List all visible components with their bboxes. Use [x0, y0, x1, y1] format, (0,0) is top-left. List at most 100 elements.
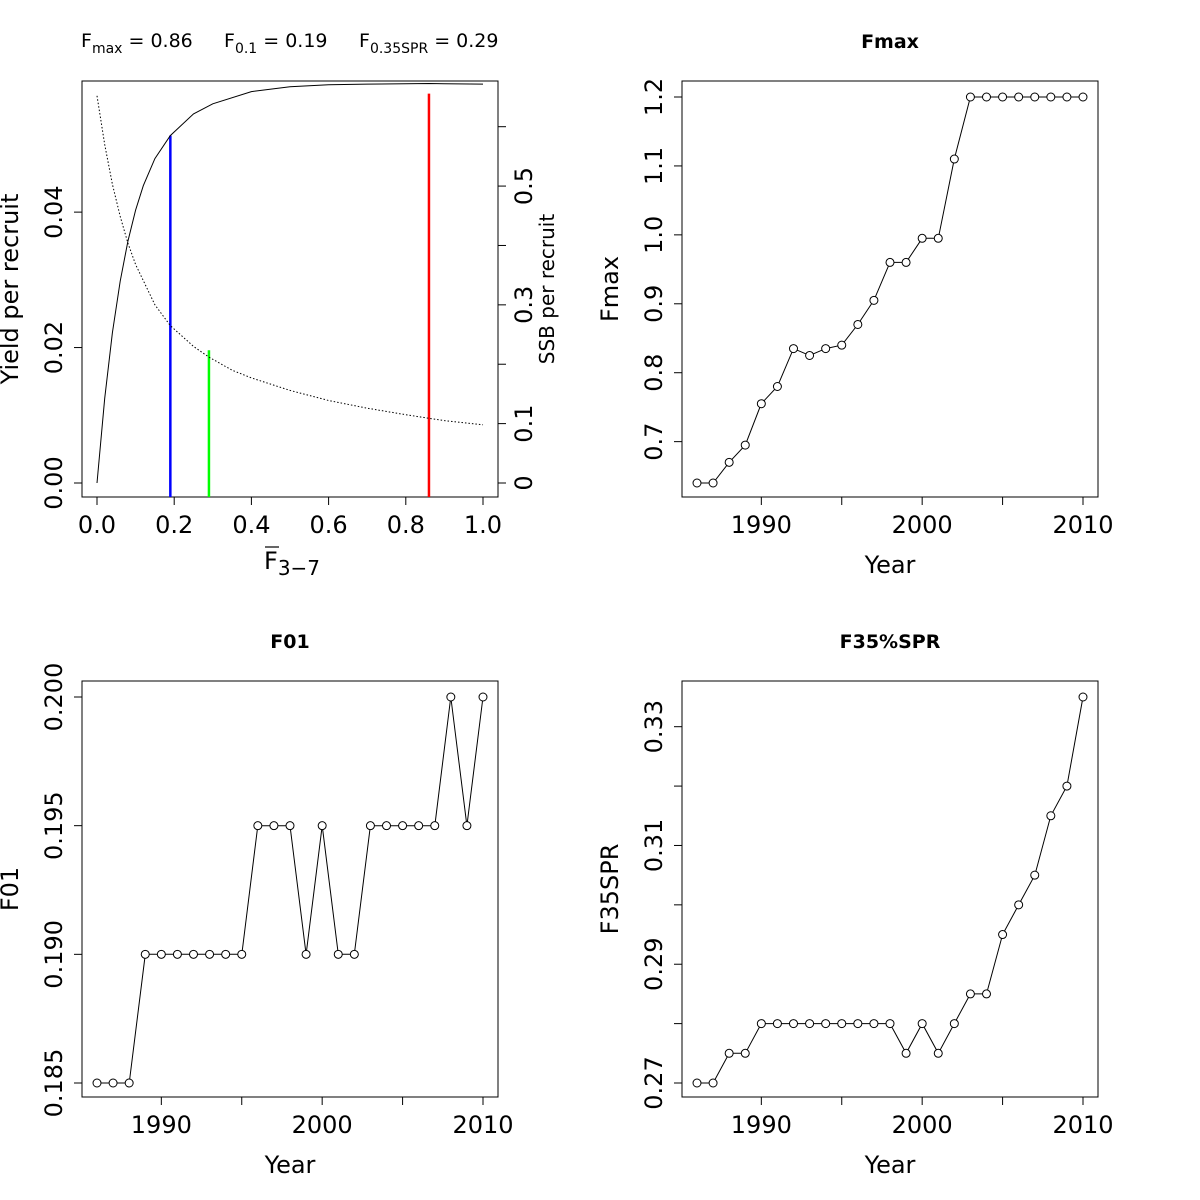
y-tick-label: 0.185 [40, 1049, 68, 1118]
x-tick-label: 2010 [1052, 511, 1113, 539]
f35spr-x-axis: 1990 2000 2010 [731, 1096, 1114, 1139]
data-point [124, 1078, 134, 1088]
data-point [837, 340, 847, 350]
y-tick-label: 0.00 [40, 456, 68, 509]
data-point [349, 949, 359, 959]
y-tick-label: 0.02 [40, 321, 68, 374]
data-point [901, 257, 911, 267]
ypr-plot-frame [81, 80, 499, 498]
data-point [253, 821, 263, 831]
data-point [430, 821, 440, 831]
data-point [1046, 92, 1056, 102]
x-tick-label: 0.4 [232, 511, 270, 539]
data-point [1078, 92, 1088, 102]
data-point [933, 1048, 943, 1058]
fmax-panel: Fmax 1990 2000 2010 0.7 0.8 0.9 1.0 1.1 1.2 Yea… [596, 31, 1114, 579]
y2-tick-label: 0 [510, 475, 538, 490]
f35spr-x-axis-label: Year [864, 1151, 916, 1179]
y-tick-label: 0.200 [40, 663, 68, 732]
data-point [965, 92, 975, 102]
y-tick-label: 0.8 [640, 354, 668, 392]
x-tick-label: 2000 [292, 1111, 353, 1139]
data-point [853, 1019, 863, 1029]
data-point [1046, 811, 1056, 821]
f35-ref-label: F0.35SPR = 0.29 [359, 30, 498, 57]
fmax-panel-title: Fmax [861, 31, 919, 53]
x-tick-label: 0.2 [155, 511, 193, 539]
data-point [740, 1048, 750, 1058]
data-point [692, 478, 702, 488]
data-point [708, 1078, 718, 1088]
fmax-ref-label: Fmax = 0.86 [81, 30, 193, 57]
ypr-series [96, 82, 484, 484]
data-point [724, 457, 734, 467]
f35spr-y-axis: 0.27 0.29 0.31 0.33 [640, 700, 683, 1110]
data-point [478, 692, 488, 702]
f01-y-axis-label: F01 [0, 867, 24, 911]
data-point [998, 92, 1008, 102]
y-tick-label: 1.2 [640, 78, 668, 116]
data-point [740, 440, 750, 450]
fmax-y-axis: 0.7 0.8 0.9 1.0 1.1 1.2 [640, 78, 683, 461]
data-point [108, 1078, 118, 1088]
y-tick-label: 1.0 [640, 216, 668, 254]
fmax-x-axis-label: Year [864, 551, 916, 579]
f01-x-axis-label: Year [264, 1151, 316, 1179]
f01-ref-label: F0.1 = 0.19 [224, 30, 328, 57]
data-point [205, 949, 215, 959]
data-point [789, 344, 798, 354]
data-point [805, 350, 815, 360]
data-point [140, 949, 150, 959]
data-point [869, 295, 879, 305]
data-point [237, 949, 247, 959]
x-tick-label: 2010 [452, 1111, 513, 1139]
y2-tick-label: 0.5 [510, 167, 538, 205]
ypr-right-axis: 0 0.1 0.3 0.5 [497, 126, 538, 491]
y-tick-label: 0.9 [640, 285, 668, 323]
data-point [853, 319, 863, 329]
data-point [1062, 781, 1072, 791]
data-point [1030, 870, 1040, 880]
data-point [949, 1019, 959, 1029]
data-point [301, 949, 311, 959]
data-point [1062, 92, 1072, 102]
f35spr-series [692, 692, 1088, 1088]
y2-tick-label: 0.1 [510, 405, 538, 443]
data-point [965, 989, 975, 999]
data-point [317, 821, 327, 831]
data-point [172, 949, 182, 959]
data-point [772, 382, 782, 391]
f01-plot-frame [81, 680, 499, 1098]
data-point [869, 1019, 879, 1029]
data-point [414, 821, 424, 831]
data-point [724, 1048, 734, 1058]
y-tick-label: 0.190 [40, 920, 68, 989]
ssb-axis-label: SSB per recruit [535, 214, 559, 365]
data-point [982, 989, 991, 999]
data-point [446, 692, 456, 702]
fmax-plot-frame [681, 80, 1099, 498]
data-point [333, 949, 343, 959]
y2-tick-label: 0.3 [510, 286, 538, 324]
data-point [692, 1078, 702, 1088]
y-tick-label: 0.29 [640, 938, 668, 991]
data-point [189, 949, 198, 959]
fmax-series [692, 92, 1088, 488]
data-point [917, 1019, 927, 1029]
ssb-per-recruit-curve [96, 95, 484, 426]
y-tick-label: 0.31 [640, 819, 668, 872]
y-tick-label: 0.7 [640, 423, 668, 461]
y-tick-label: 0.33 [640, 700, 668, 753]
f01-y-axis: 0.185 0.190 0.195 0.200 [40, 663, 83, 1118]
data-point [917, 233, 927, 243]
data-point [156, 949, 166, 959]
data-point [885, 257, 895, 267]
ypr-x-axis-label: F3−7 [264, 547, 320, 580]
data-point [949, 154, 959, 164]
data-point [92, 1078, 102, 1088]
f01-x-axis: 1990 2000 2010 [131, 1096, 514, 1139]
data-point [789, 1019, 798, 1029]
data-point [1030, 92, 1040, 102]
data-point [708, 478, 718, 488]
data-point [772, 1019, 782, 1029]
